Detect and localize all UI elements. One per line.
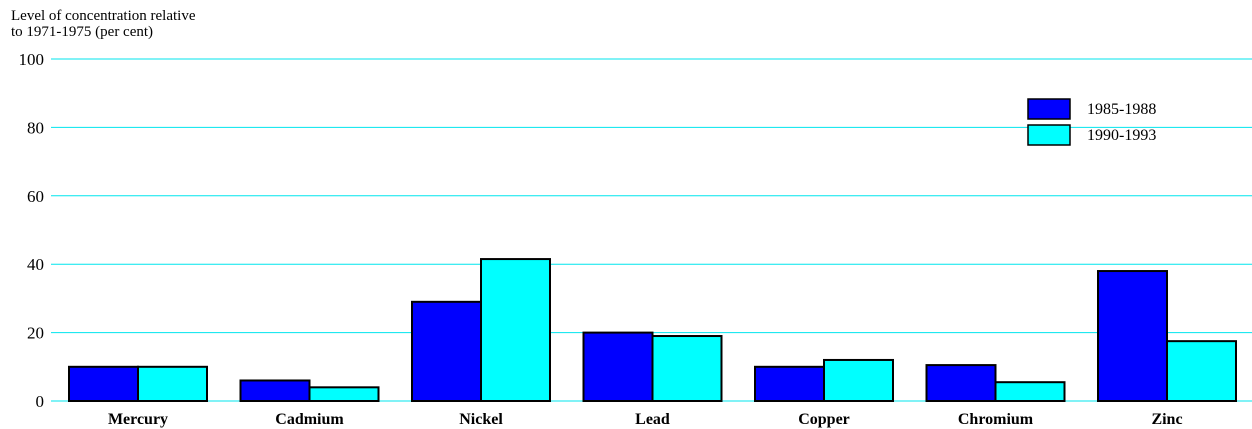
bar-chromium-2 bbox=[994, 381, 1066, 403]
y-axis-label-line-1: Level of concentration relative bbox=[11, 8, 196, 24]
legend-label: 1985-1988 bbox=[1087, 101, 1156, 118]
y-tick-label: 100 bbox=[19, 50, 45, 69]
bar-mercury-2 bbox=[137, 365, 208, 402]
bar-chromium-1 bbox=[925, 364, 997, 402]
bar-cadmium-1 bbox=[239, 379, 311, 403]
y-tick-label: 40 bbox=[27, 255, 44, 274]
legend-label: 1990-1993 bbox=[1087, 127, 1156, 144]
bars bbox=[68, 258, 1237, 403]
bar-lead-2 bbox=[651, 335, 723, 402]
y-tick-label: 0 bbox=[36, 392, 45, 411]
y-tick-label: 20 bbox=[27, 324, 44, 343]
x-tick-label: Copper bbox=[798, 411, 850, 428]
legend-swatch bbox=[1027, 124, 1071, 146]
legend: 1985-1988 1990-1993 bbox=[1027, 98, 1156, 146]
y-axis-ticks: 0 20 40 60 80 100 bbox=[19, 50, 45, 411]
y-axis-label: Level of concentration relative to 1971-… bbox=[11, 8, 196, 40]
bar-copper-2 bbox=[823, 358, 894, 402]
bar-zinc-1 bbox=[1097, 270, 1168, 403]
bar-copper-1 bbox=[754, 365, 825, 402]
x-tick-label: Lead bbox=[635, 411, 670, 428]
x-tick-label: Nickel bbox=[459, 411, 503, 428]
bar-cadmium-2 bbox=[308, 386, 380, 403]
x-tick-label: Chromium bbox=[958, 411, 1034, 428]
x-tick-label: Zinc bbox=[1151, 411, 1182, 428]
y-tick-label: 60 bbox=[27, 187, 44, 206]
y-axis-label-line-2: to 1971-1975 (per cent) bbox=[11, 24, 154, 40]
x-tick-label: Cadmium bbox=[275, 411, 344, 428]
x-axis-ticks: Mercury Cadmium Nickel Lead Copper Chromium Zi… bbox=[108, 411, 1183, 428]
legend-swatch bbox=[1027, 98, 1071, 120]
y-tick-label: 80 bbox=[27, 118, 44, 137]
x-tick-label: Mercury bbox=[108, 411, 168, 428]
bar-mercury-1 bbox=[68, 365, 139, 402]
bar-nickel-2 bbox=[480, 258, 551, 402]
bar-nickel-1 bbox=[411, 300, 482, 403]
bar-zinc-2 bbox=[1166, 340, 1237, 402]
bar-lead-1 bbox=[582, 331, 654, 403]
